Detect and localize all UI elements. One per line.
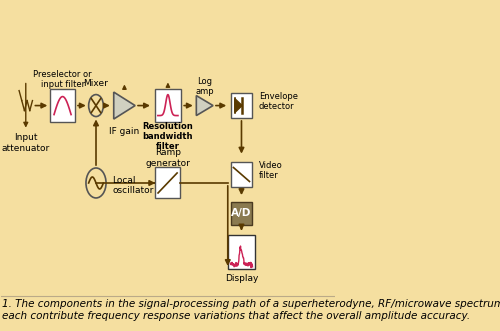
Polygon shape: [196, 96, 213, 116]
Text: IF gain: IF gain: [110, 127, 140, 136]
Text: Preselector or
input filter: Preselector or input filter: [34, 70, 92, 89]
Text: Local
oscillator: Local oscillator: [112, 176, 154, 195]
Text: A/D: A/D: [232, 209, 252, 218]
FancyBboxPatch shape: [154, 89, 182, 122]
Text: Video
filter: Video filter: [259, 161, 282, 180]
FancyBboxPatch shape: [232, 162, 252, 187]
Text: Mixer: Mixer: [84, 78, 108, 88]
Text: Input
attenuator: Input attenuator: [2, 133, 50, 153]
FancyBboxPatch shape: [156, 167, 180, 199]
FancyBboxPatch shape: [232, 93, 252, 118]
Text: Envelope
detector: Envelope detector: [259, 92, 298, 111]
Text: Log
amp: Log amp: [196, 77, 214, 96]
FancyBboxPatch shape: [228, 235, 255, 269]
Text: Resolution
bandwidth
filter: Resolution bandwidth filter: [142, 121, 194, 152]
Polygon shape: [235, 99, 242, 113]
FancyBboxPatch shape: [230, 202, 252, 225]
Text: 1. The components in the signal-processing path of a superheterodyne, RF/microwa: 1. The components in the signal-processi…: [2, 299, 500, 321]
FancyBboxPatch shape: [50, 89, 75, 122]
Polygon shape: [114, 92, 135, 119]
Text: Display: Display: [225, 274, 258, 283]
Text: Ramp
generator: Ramp generator: [146, 148, 190, 168]
